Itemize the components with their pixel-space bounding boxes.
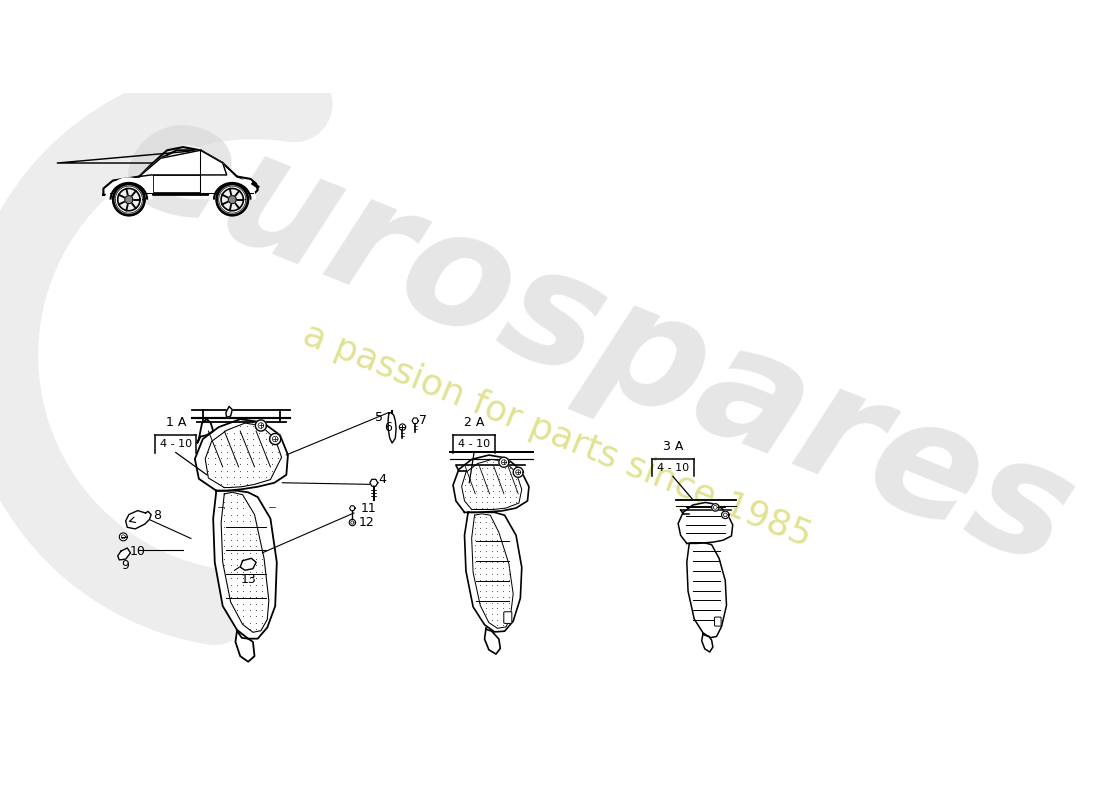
Polygon shape	[118, 548, 131, 560]
Polygon shape	[514, 467, 524, 478]
Polygon shape	[472, 514, 514, 628]
Text: a passion for parts since 1985: a passion for parts since 1985	[297, 317, 816, 553]
Polygon shape	[235, 630, 254, 662]
Polygon shape	[722, 511, 729, 518]
Polygon shape	[140, 150, 227, 177]
Polygon shape	[226, 406, 232, 418]
Polygon shape	[255, 420, 266, 431]
Text: 4 - 10: 4 - 10	[657, 462, 689, 473]
Text: 1 A: 1 A	[166, 416, 186, 429]
Polygon shape	[464, 512, 521, 632]
Polygon shape	[125, 196, 133, 203]
Polygon shape	[125, 510, 151, 529]
Text: 4: 4	[378, 473, 386, 486]
Text: 4 - 10: 4 - 10	[160, 438, 191, 449]
Polygon shape	[349, 519, 355, 526]
Text: 9: 9	[121, 559, 129, 572]
Polygon shape	[116, 186, 142, 213]
Polygon shape	[270, 434, 280, 445]
Polygon shape	[217, 184, 249, 215]
FancyBboxPatch shape	[715, 617, 722, 626]
Polygon shape	[221, 492, 268, 632]
Text: 7: 7	[419, 414, 427, 427]
Polygon shape	[686, 542, 726, 638]
Polygon shape	[453, 455, 529, 512]
Polygon shape	[195, 419, 288, 490]
Polygon shape	[399, 424, 406, 430]
Polygon shape	[678, 502, 733, 543]
Polygon shape	[197, 419, 213, 443]
Text: 5: 5	[375, 411, 383, 424]
FancyBboxPatch shape	[504, 612, 512, 623]
Polygon shape	[113, 184, 145, 215]
Polygon shape	[229, 196, 236, 203]
Polygon shape	[119, 533, 128, 541]
Text: eurospares: eurospares	[99, 78, 1093, 601]
Polygon shape	[485, 628, 501, 654]
Polygon shape	[712, 504, 719, 511]
Polygon shape	[213, 490, 277, 638]
Polygon shape	[462, 459, 521, 510]
Polygon shape	[219, 186, 245, 213]
Text: 4 - 10: 4 - 10	[458, 438, 491, 449]
Text: 6: 6	[384, 421, 392, 434]
Polygon shape	[221, 189, 243, 210]
Text: 11: 11	[361, 502, 376, 514]
Polygon shape	[350, 506, 355, 510]
Text: 8: 8	[154, 509, 162, 522]
Polygon shape	[103, 150, 257, 195]
Text: 13: 13	[241, 574, 256, 586]
Polygon shape	[388, 413, 396, 443]
Polygon shape	[702, 634, 713, 652]
Text: 12: 12	[359, 516, 374, 529]
Polygon shape	[499, 458, 509, 467]
Polygon shape	[206, 423, 282, 487]
Text: 3 A: 3 A	[662, 439, 683, 453]
Text: 2 A: 2 A	[464, 416, 484, 429]
Polygon shape	[370, 479, 377, 486]
Text: 10: 10	[130, 545, 145, 558]
Polygon shape	[118, 189, 140, 210]
Polygon shape	[240, 558, 256, 570]
Polygon shape	[412, 418, 418, 423]
